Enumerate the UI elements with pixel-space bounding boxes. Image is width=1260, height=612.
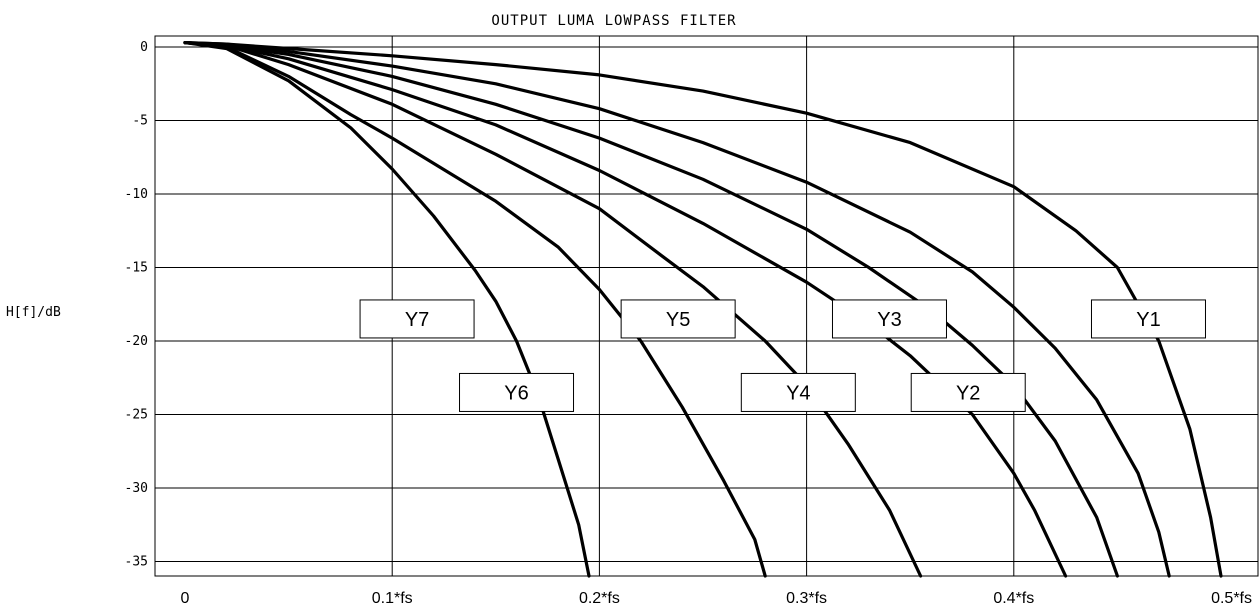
series-label-text: Y2	[956, 382, 980, 404]
series-label-text: Y4	[786, 382, 810, 404]
series-label-text: Y3	[877, 309, 901, 331]
x-tick-label: 0.5*fs	[1211, 590, 1252, 607]
x-tick-label: 0.1*fs	[372, 590, 413, 607]
series-label-box	[1090, 299, 1206, 339]
series-labels: Y1 Y2 Y3 Y4 Y5 Y6 Y7	[359, 299, 1206, 412]
series-label-box	[620, 299, 736, 339]
series-label-y3: Y3	[831, 299, 947, 339]
y-tick-label: -10	[125, 187, 148, 202]
series-label-box	[831, 299, 947, 339]
x-tick-labels: 0 0.1*fs 0.2*fs 0.3*fs 0.4*fs 0.5*fs	[181, 590, 1252, 607]
series-line-y3	[183, 40, 1120, 578]
series-label-y4: Y4	[740, 372, 856, 412]
series-line-y2	[183, 40, 1171, 578]
plot-frame	[154, 35, 1259, 577]
series-label-box	[459, 372, 575, 412]
series-label-text: Y6	[504, 382, 528, 404]
series-label-y1: Y1	[1090, 299, 1206, 339]
x-tick-label: 0.2*fs	[579, 590, 620, 607]
series-label-box	[359, 299, 475, 339]
y-tick-label: 0	[140, 40, 148, 55]
series-line-y7	[183, 40, 591, 578]
series-curves	[183, 40, 1223, 578]
series-line-y4	[183, 40, 1068, 578]
y-tick-label: -25	[125, 408, 148, 423]
series-label-text: Y5	[666, 309, 690, 331]
y-tick-label: -5	[132, 114, 148, 129]
series-label-y6: Y6	[459, 372, 575, 412]
series-line-y1	[183, 40, 1223, 578]
y-tick-label: -35	[125, 555, 148, 570]
series-label-y2: Y2	[910, 372, 1026, 412]
series-label-y7: Y7	[359, 299, 475, 339]
series-label-box	[910, 372, 1026, 412]
x-tick-label: 0.3*fs	[786, 590, 827, 607]
series-label-y5: Y5	[620, 299, 736, 339]
series-line-y5	[183, 40, 923, 578]
x-tick-label: 0	[181, 590, 190, 607]
series-label-box	[740, 372, 856, 412]
x-tick-label: 0.4*fs	[993, 590, 1034, 607]
y-tick-label: -20	[125, 334, 148, 349]
series-label-text: Y1	[1136, 309, 1160, 331]
y-tick-label: -30	[125, 481, 148, 496]
series-line-y6	[183, 40, 767, 578]
chart-title: OUTPUT LUMA LOWPASS FILTER	[491, 13, 736, 29]
y-tick-labels: 0 -5 -10 -15 -20 -25 -30 -35	[125, 40, 148, 570]
y-axis-label: H[f]/dB	[6, 305, 61, 320]
series-label-text: Y7	[405, 309, 429, 331]
y-tick-label: -15	[125, 261, 148, 276]
